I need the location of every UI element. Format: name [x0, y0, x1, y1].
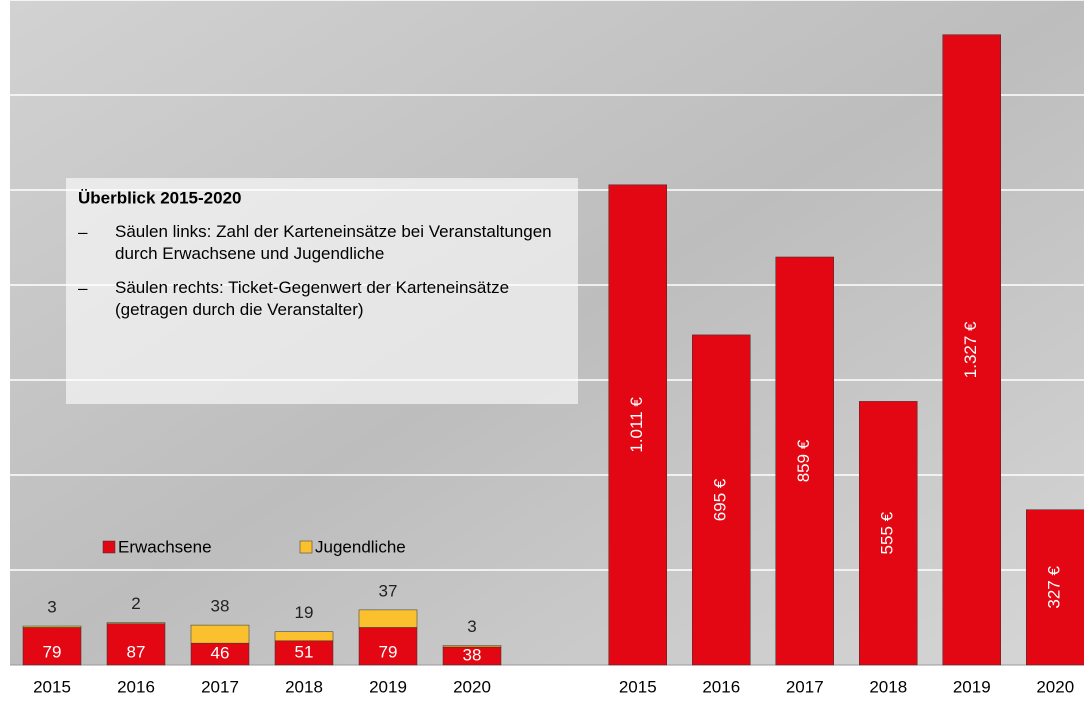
value-label: 38: [463, 645, 482, 664]
annotation-item-line: (getragen durch die Veranstalter): [115, 300, 364, 319]
value-label: 79: [43, 642, 62, 661]
value-label: 695 €: [711, 478, 730, 521]
x-tick-label: 2019: [953, 677, 991, 696]
value-label: 46: [211, 644, 230, 663]
bar-segment: [23, 626, 81, 627]
bullet: –: [78, 222, 88, 241]
value-label: 87: [127, 642, 146, 661]
annotation-item-line: durch Erwachsene und Jugendliche: [115, 244, 384, 263]
value-label: 51: [295, 642, 314, 661]
chart: 2015 79 3 2016 87 2 2017 46 38 2018 51 19 2019 79 37 20…: [0, 0, 1084, 698]
bar-segment: [443, 646, 501, 647]
bar-segment: [107, 623, 165, 624]
legend-swatch: [103, 541, 115, 553]
axis-area: [0, 665, 1084, 698]
legend-label: Jugendliche: [315, 537, 406, 556]
bullet: –: [78, 278, 88, 297]
x-tick-label: 2015: [33, 677, 71, 696]
x-tick-label: 2015: [619, 677, 657, 696]
annotation-item-line: Säulen links: Zahl der Karteneinsätze be…: [115, 222, 552, 241]
value-label: 327 €: [1045, 566, 1064, 609]
x-tick-label: 2017: [201, 677, 239, 696]
x-tick-label: 2018: [285, 677, 323, 696]
bar-segment: [275, 632, 333, 641]
x-tick-label: 2016: [117, 677, 155, 696]
x-tick-label: 2018: [869, 677, 907, 696]
value-label: 3: [47, 598, 56, 617]
bar-segment: [191, 625, 249, 643]
value-label: 79: [379, 642, 398, 661]
x-tick-label: 2020: [1036, 677, 1074, 696]
value-label: 1.327 €: [961, 321, 980, 378]
value-label: 19: [295, 603, 314, 622]
annotation-title: Überblick 2015-2020: [78, 188, 242, 207]
value-label: 37: [379, 581, 398, 600]
x-tick-label: 2020: [453, 677, 491, 696]
value-label: 555 €: [878, 511, 897, 554]
value-label: 38: [211, 597, 230, 616]
legend-swatch: [300, 541, 312, 553]
value-label: 1.011 €: [627, 397, 646, 453]
value-label: 859 €: [794, 439, 813, 482]
annotation-item-line: Säulen rechts: Ticket-Gegenwert der Kart…: [115, 278, 509, 297]
value-label: 2: [131, 594, 140, 613]
x-tick-label: 2019: [369, 677, 407, 696]
value-label: 3: [467, 617, 476, 636]
x-tick-label: 2017: [786, 677, 824, 696]
legend-label: Erwachsene: [118, 537, 212, 556]
page: 2015 79 3 2016 87 2 2017 46 38 2018 51 19 2019 79 37 20…: [0, 0, 1084, 703]
bar-segment: [359, 610, 417, 628]
x-tick-label: 2016: [702, 677, 740, 696]
